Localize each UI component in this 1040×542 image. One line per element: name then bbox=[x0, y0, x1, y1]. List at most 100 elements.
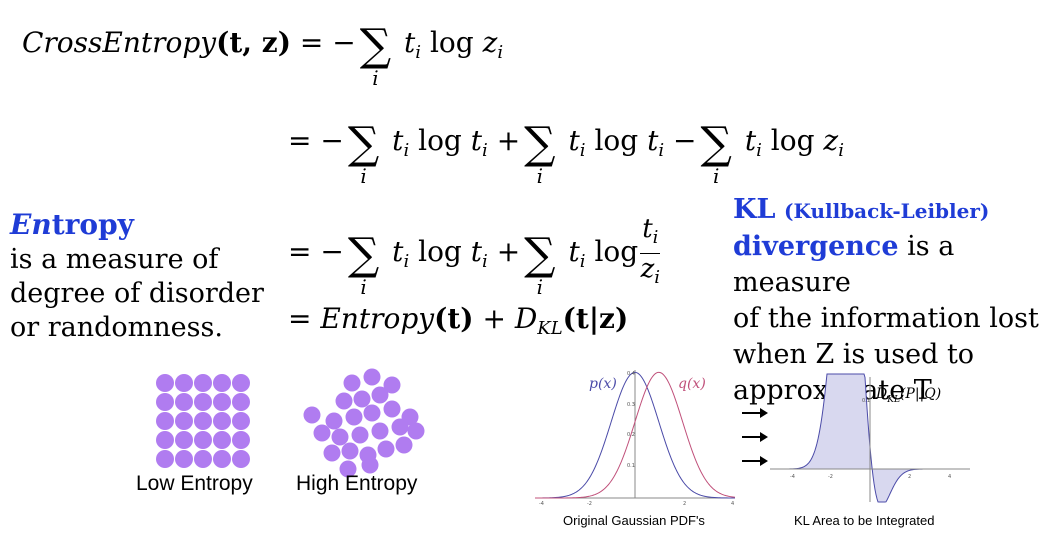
t-subscript: i bbox=[652, 227, 659, 248]
entropy-dot bbox=[345, 408, 363, 426]
kl-full-name: (Kullback-Leibler) bbox=[784, 199, 990, 223]
kl-plot-args: (P||Q) bbox=[900, 386, 941, 402]
log-op: log bbox=[770, 124, 815, 157]
high-entropy-label: High Entropy bbox=[296, 472, 418, 495]
q-label: q(x) bbox=[678, 376, 706, 392]
y-tick: 0.2 bbox=[627, 432, 635, 438]
sum-index: i bbox=[536, 275, 544, 299]
entropy-args: (t) bbox=[434, 302, 474, 335]
kl-line-3: when Z is used to bbox=[733, 339, 975, 370]
x-tick: 4 bbox=[731, 501, 734, 507]
p-curve bbox=[535, 371, 735, 499]
t-subscript: i bbox=[415, 42, 422, 63]
t-var: t bbox=[404, 26, 416, 59]
entropy-dot bbox=[213, 412, 231, 430]
t-var: t bbox=[392, 235, 404, 268]
cross-entropy-name: CrossEntropy bbox=[22, 26, 217, 59]
t-var: t bbox=[470, 235, 483, 268]
entropy-dot bbox=[213, 374, 231, 392]
log-op: log bbox=[594, 235, 639, 268]
t-subscript: i bbox=[482, 251, 488, 272]
low-entropy-dots bbox=[156, 374, 250, 468]
entropy-line-2: degree of disorder bbox=[10, 278, 264, 309]
t-subscript: i bbox=[403, 251, 410, 272]
gaussian-pdf-plot: p(x) q(x) 0.4 0.3 0.2 0.1 -4 -2 2 4 bbox=[535, 370, 736, 507]
entropy-dot bbox=[331, 428, 349, 446]
t-subscript: i bbox=[756, 140, 762, 161]
kl-plot-label: DKL(P||Q) bbox=[875, 386, 941, 405]
x-tick: 2 bbox=[683, 501, 686, 507]
entropy-dot bbox=[363, 368, 381, 386]
kl-line-1: KL (Kullback-Leibler) bbox=[733, 192, 1040, 229]
sum-symbol: ∑ i bbox=[347, 118, 380, 188]
entropy-dot bbox=[371, 386, 389, 404]
entropy-dot bbox=[232, 450, 250, 468]
entropy-dot bbox=[194, 431, 212, 449]
kl-symbol: D bbox=[514, 302, 538, 335]
plus-sign: + bbox=[496, 124, 521, 157]
entropy-dot bbox=[156, 412, 174, 430]
log-op: log bbox=[418, 124, 462, 157]
z-var: z bbox=[640, 254, 655, 284]
y-tick: 0.3 bbox=[627, 402, 635, 408]
fraction-t-over-z: ti zi bbox=[640, 214, 661, 293]
cross-entropy-args: (t, z) bbox=[216, 26, 291, 59]
low-entropy-label: Low Entropy bbox=[136, 472, 253, 495]
sum-index: i bbox=[536, 164, 544, 188]
entropy-dot bbox=[175, 374, 193, 392]
kl-line-2: of the information lost bbox=[733, 303, 1039, 334]
sum-index: i bbox=[360, 164, 367, 188]
z-subscript: i bbox=[497, 42, 504, 63]
x-tick: 2 bbox=[908, 474, 911, 480]
entropy-dot bbox=[156, 374, 174, 392]
equals-sign: = bbox=[299, 26, 324, 59]
entropy-dot bbox=[363, 404, 381, 422]
entropy-dot bbox=[371, 422, 389, 440]
kl-abbrev: KL bbox=[733, 194, 776, 225]
entropy-definition: Entropy is a measure of degree of disord… bbox=[10, 208, 264, 345]
entropy-fn: Entropy bbox=[320, 302, 435, 335]
sum-symbol: ∑ i bbox=[524, 229, 556, 299]
entropy-dot bbox=[383, 400, 401, 418]
entropy-dot bbox=[407, 422, 425, 440]
t-var: t bbox=[744, 124, 757, 157]
entropy-dot bbox=[194, 393, 212, 411]
t-subscript: i bbox=[579, 140, 586, 161]
kl-rest-1: is a measure bbox=[733, 231, 955, 298]
x-tick: -4 bbox=[539, 501, 544, 507]
entropy-dot bbox=[175, 450, 193, 468]
kl-divergence-word: divergence bbox=[733, 231, 899, 262]
sum-symbol: ∑ i bbox=[524, 118, 556, 188]
entropy-title: Entropy bbox=[10, 208, 264, 243]
minus-sign: − bbox=[320, 124, 344, 157]
entropy-dot bbox=[383, 376, 401, 394]
log-op: log bbox=[429, 26, 474, 59]
arrow-icon bbox=[742, 408, 768, 418]
kl-args: (t|z) bbox=[562, 302, 629, 335]
entropy-dot bbox=[232, 412, 250, 430]
t-subscript: i bbox=[658, 140, 665, 161]
entropy-title-rest: tropy bbox=[51, 208, 134, 241]
plus-sign: + bbox=[496, 235, 521, 268]
entropy-dot bbox=[232, 374, 250, 392]
z-var: z bbox=[823, 124, 839, 157]
entropy-dot bbox=[213, 431, 231, 449]
z-subscript: i bbox=[838, 140, 844, 161]
entropy-title-em: En bbox=[10, 208, 52, 241]
kl-line-1b: divergence is a measure bbox=[733, 229, 1040, 301]
z-subscript: i bbox=[654, 267, 661, 288]
entropy-dot bbox=[156, 450, 174, 468]
kl-area-plot: DKL(P||Q) 0.1 -4 -2 2 4 bbox=[770, 373, 970, 503]
y-tick: 0.1 bbox=[627, 463, 635, 469]
entropy-dot bbox=[391, 418, 409, 436]
entropy-dot bbox=[361, 456, 379, 474]
entropy-dot bbox=[194, 412, 212, 430]
x-tick: -4 bbox=[790, 474, 795, 480]
high-entropy-dots bbox=[303, 368, 425, 478]
entropy-dot bbox=[395, 436, 413, 454]
kl-plot-sub: KL bbox=[886, 395, 900, 405]
x-tick: -2 bbox=[587, 501, 592, 507]
x-tick: 4 bbox=[948, 474, 951, 480]
entropy-dot bbox=[213, 393, 231, 411]
entropy-dot bbox=[194, 450, 212, 468]
